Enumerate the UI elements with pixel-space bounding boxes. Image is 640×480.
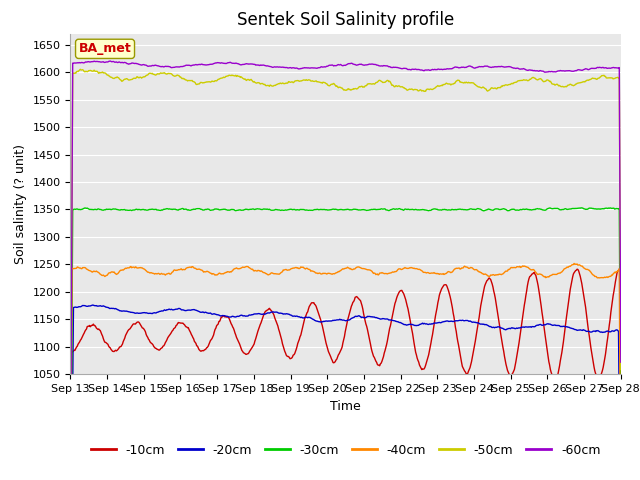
-60cm — [190, 62, 198, 68]
-40cm — [429, 270, 436, 276]
-10cm — [77, 337, 84, 343]
Title: Sentek Soil Salinity profile: Sentek Soil Salinity profile — [237, 11, 454, 29]
Line: -10cm: -10cm — [70, 268, 621, 480]
-10cm — [218, 314, 226, 320]
-40cm — [218, 271, 226, 276]
-20cm — [77, 304, 84, 310]
-60cm — [134, 61, 141, 67]
Line: -40cm: -40cm — [70, 264, 621, 480]
-60cm — [429, 67, 437, 72]
Line: -20cm: -20cm — [70, 305, 621, 480]
-30cm — [77, 207, 84, 213]
-60cm — [106, 58, 114, 64]
-20cm — [190, 307, 198, 312]
-60cm — [219, 60, 227, 66]
-30cm — [617, 453, 625, 459]
-60cm — [413, 67, 421, 72]
-30cm — [218, 206, 226, 212]
-50cm — [413, 87, 421, 93]
-30cm — [429, 206, 436, 212]
-50cm — [190, 79, 198, 84]
-10cm — [133, 319, 141, 325]
Line: -30cm: -30cm — [70, 208, 621, 480]
-40cm — [189, 264, 196, 270]
-10cm — [189, 335, 196, 340]
-40cm — [133, 265, 141, 271]
-50cm — [134, 74, 141, 80]
-20cm — [219, 312, 227, 318]
-40cm — [570, 261, 578, 266]
-50cm — [77, 66, 84, 72]
Legend: -10cm, -20cm, -30cm, -40cm, -50cm, -60cm: -10cm, -20cm, -30cm, -40cm, -50cm, -60cm — [86, 439, 605, 462]
Text: BA_met: BA_met — [79, 42, 131, 55]
-60cm — [77, 60, 84, 66]
-10cm — [413, 352, 420, 358]
-10cm — [429, 332, 436, 337]
-50cm — [219, 75, 227, 81]
-50cm — [429, 86, 437, 92]
X-axis label: Time: Time — [330, 400, 361, 413]
-40cm — [77, 265, 84, 271]
Y-axis label: Soil salinity (? unit): Soil salinity (? unit) — [14, 144, 27, 264]
Line: -60cm: -60cm — [70, 61, 621, 480]
-30cm — [413, 207, 420, 213]
-30cm — [189, 207, 196, 213]
-40cm — [413, 266, 420, 272]
-10cm — [617, 436, 625, 442]
-20cm — [429, 321, 437, 326]
-30cm — [133, 206, 141, 212]
-60cm — [617, 359, 625, 365]
-50cm — [617, 367, 625, 372]
Line: -50cm: -50cm — [70, 69, 621, 480]
-20cm — [413, 323, 421, 328]
-50cm — [77, 67, 85, 73]
-20cm — [134, 310, 141, 316]
-20cm — [89, 302, 97, 308]
-10cm — [616, 265, 624, 271]
-30cm — [577, 205, 585, 211]
